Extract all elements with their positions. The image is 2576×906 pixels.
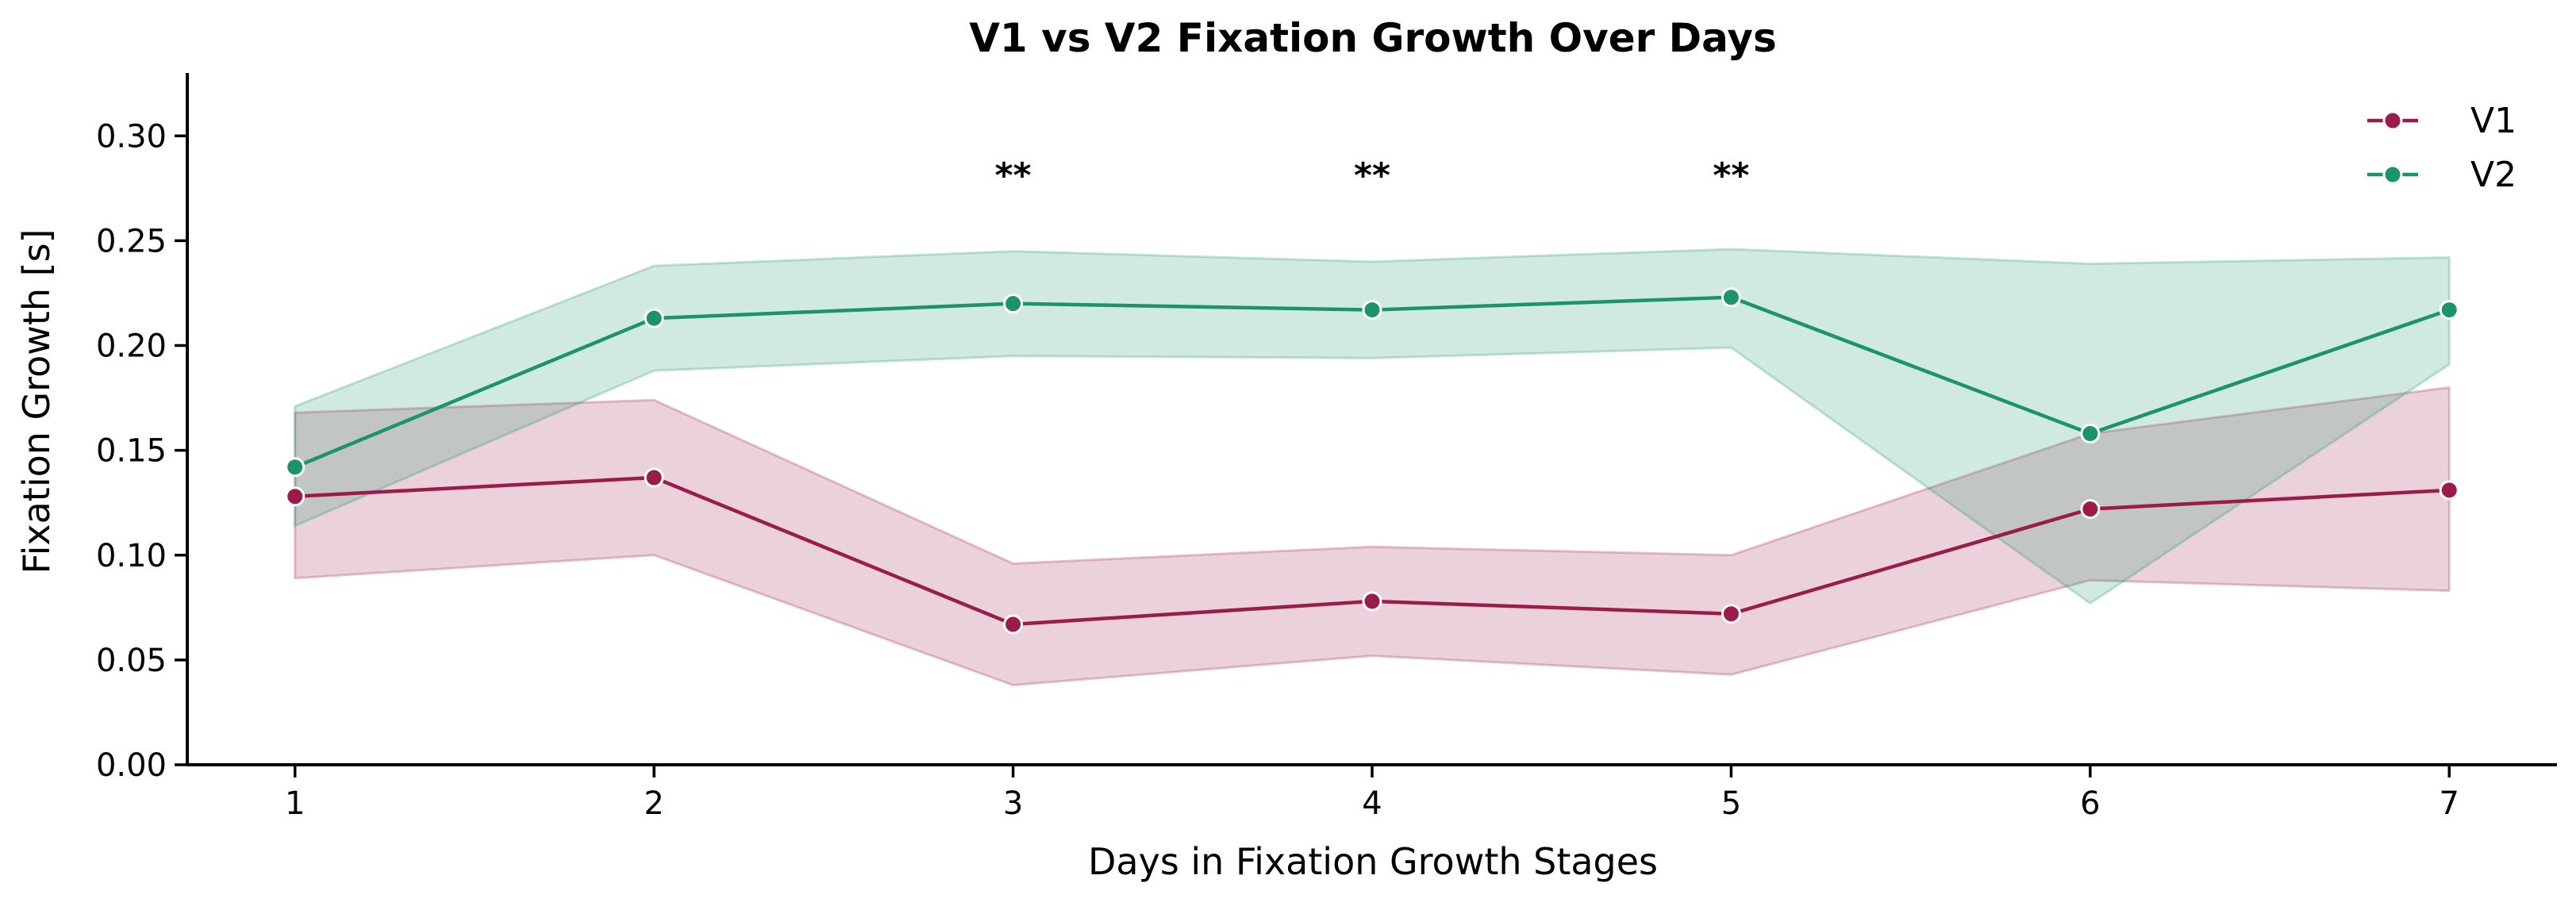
data-point-v1-4: [1362, 591, 1382, 612]
significance-marker-3: **: [995, 155, 1032, 196]
data-point-v1-3: [1003, 614, 1024, 635]
x-tick-label: 2: [644, 785, 663, 822]
data-point-v1-6: [2080, 499, 2101, 520]
data-point-v2-3: [1003, 294, 1024, 314]
x-tick-label: 3: [1003, 785, 1023, 822]
significance-marker-4: **: [1354, 155, 1390, 196]
x-tick-label: 1: [285, 785, 305, 822]
data-point-v2-1: [285, 457, 306, 478]
x-tick-label: 4: [1362, 785, 1382, 822]
data-point-v1-5: [1721, 604, 1741, 624]
x-tick-label: 6: [2080, 785, 2100, 822]
ci-band-v2: [294, 248, 2451, 605]
y-axis-label: Fixation Growth [s]: [15, 228, 58, 574]
data-point-v2-4: [1362, 300, 1382, 321]
y-tick-label: 0.30: [96, 118, 167, 155]
confidence-bands: [294, 248, 2451, 687]
significance-marker-5: **: [1713, 155, 1749, 196]
legend-label-v2: V2: [2470, 155, 2516, 195]
data-point-v2-2: [644, 308, 664, 328]
y-tick-label: 0.10: [96, 538, 167, 574]
data-point-v1-2: [644, 467, 664, 488]
data-point-v1-7: [2439, 480, 2459, 501]
data-point-v2-5: [1721, 287, 1741, 308]
data-point-v2-7: [2439, 300, 2459, 321]
significance-annotations: ** ** **: [995, 155, 1750, 196]
x-axis-label: Days in Fixation Growth Stages: [1088, 840, 1658, 883]
legend-label-v1: V1: [2470, 101, 2516, 141]
x-tick-label: 7: [2440, 785, 2459, 822]
y-tick-label: 0.15: [96, 433, 167, 470]
y-tick-label: 0.00: [96, 747, 167, 784]
data-point-v2-6: [2080, 423, 2101, 443]
y-tick-label: 0.20: [96, 328, 167, 365]
data-point-v1-1: [285, 486, 306, 507]
legend-marker-v2: [2382, 164, 2403, 185]
y-tick-label: 0.25: [96, 223, 167, 259]
y-tick-label: 0.05: [96, 643, 167, 679]
legend-marker-v1: [2382, 110, 2403, 131]
axes: 0.00 0.05 0.10 0.15 0.20 0.25 0.30 1 2 3 4 5 6 7: [96, 73, 2557, 822]
ci-band-v1: [294, 386, 2451, 687]
data-points: [285, 287, 2459, 635]
x-tick-label: 5: [1721, 785, 1741, 822]
chart-title: V1 vs V2 Fixation Growth Over Days: [969, 15, 1777, 61]
